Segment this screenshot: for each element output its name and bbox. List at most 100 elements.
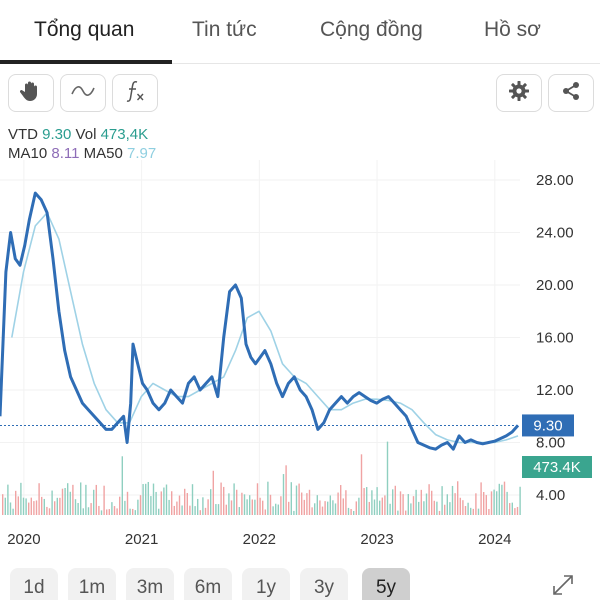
volume-bar: [82, 508, 84, 515]
volume-bar: [223, 486, 225, 515]
volume-bar: [347, 507, 350, 515]
volume-bar: [371, 490, 373, 515]
volume-bar: [212, 470, 214, 515]
tab-community[interactable]: Cộng đồng: [320, 18, 423, 41]
legend-ma50-value: 7.97: [126, 145, 157, 162]
share-button[interactable]: [548, 74, 594, 112]
price-tags: 9.30 473.4K: [522, 414, 592, 478]
volume-bar: [207, 499, 209, 515]
volume-bar: [150, 496, 152, 515]
volume-bar: [184, 488, 186, 515]
volume-bar: [477, 508, 480, 515]
volume-bar: [329, 495, 331, 515]
volume-bar: [277, 504, 279, 515]
volume-bar: [85, 484, 87, 515]
x-tick-label: 2022: [243, 531, 276, 548]
volume-bar: [319, 500, 321, 515]
x-tick-label: 2024: [478, 531, 511, 548]
volume-bar: [405, 510, 407, 515]
volume-bar: [298, 483, 300, 515]
volume-bar: [399, 491, 402, 515]
timeframe-1m[interactable]: 1m: [68, 568, 116, 600]
volume-bar: [470, 507, 472, 515]
timeframe-1y[interactable]: 1y: [242, 568, 290, 600]
volume-bar: [90, 503, 92, 515]
volume-bar: [431, 490, 433, 515]
x-tick-label: 2021: [125, 531, 158, 548]
volume-bar: [485, 495, 487, 515]
volume-bar: [225, 504, 227, 515]
tab-overview[interactable]: Tổng quan: [34, 18, 135, 41]
volume-bar: [454, 493, 456, 515]
volume-bar: [441, 486, 443, 515]
timeframe-3m[interactable]: 3m: [126, 568, 174, 600]
tab-profile[interactable]: Hồ sơ: [484, 18, 541, 41]
volume-bar: [254, 499, 256, 515]
volume-bar: [511, 502, 513, 515]
x-tick-label: 2020: [7, 531, 40, 548]
volume-bar: [163, 487, 165, 515]
volume-bar: [15, 490, 17, 515]
y-tick-label: 4.00: [536, 487, 565, 504]
volume-bar: [509, 503, 511, 515]
ma-legend: MA10 8.11 MA50 7.97: [8, 145, 156, 162]
volume-bar: [503, 481, 506, 515]
volume-bar: [353, 510, 355, 515]
volume-bar: [269, 494, 272, 515]
timeframe-3y[interactable]: 3y: [300, 568, 348, 600]
volume-bar: [4, 497, 6, 515]
volume-bar: [54, 501, 56, 515]
volume-bar: [386, 441, 389, 515]
volume-bar: [25, 498, 27, 515]
volume-bar: [103, 485, 105, 515]
x-axis-labels: 2020 2021 2022 2023 2024: [7, 531, 511, 548]
volume-bar: [129, 508, 131, 515]
volume-bar: [191, 484, 194, 515]
volume-bar: [35, 500, 38, 515]
volume-bar: [345, 490, 347, 515]
volume-bar: [467, 502, 469, 515]
volume-bar: [262, 500, 264, 515]
volume-bar: [472, 508, 474, 515]
volume-bar: [43, 498, 45, 515]
timeframe-1d[interactable]: 1d: [10, 568, 58, 600]
volume-bar: [61, 488, 64, 515]
function-button[interactable]: [112, 74, 158, 112]
volume-bar: [173, 505, 175, 515]
volume-bar: [425, 493, 428, 515]
active-tab-indicator: [0, 60, 172, 64]
volume-bar: [483, 492, 485, 515]
volume-bar: [457, 481, 459, 515]
volume-bar: [256, 483, 259, 515]
volume-bar: [69, 491, 71, 515]
fullscreen-button[interactable]: [548, 572, 584, 600]
timeframe-5y[interactable]: 5y: [362, 568, 410, 600]
legend-vol-label: Vol: [75, 126, 97, 143]
volume-bar: [165, 484, 168, 515]
chart-settings-button[interactable]: [496, 74, 542, 112]
x-tick-label: 2023: [360, 531, 393, 548]
indicator-line-button[interactable]: [60, 74, 106, 112]
volume-bar: [80, 482, 82, 515]
volume-bar: [134, 510, 136, 515]
volume-bar: [197, 498, 199, 515]
gear-icon: [507, 79, 531, 108]
volume-bar: [303, 499, 305, 515]
tab-news[interactable]: Tin tức: [192, 18, 257, 41]
volume-bar: [412, 496, 415, 515]
volume-bar: [145, 483, 147, 515]
volume-bar: [93, 489, 95, 515]
timeframe-6m[interactable]: 6m: [184, 568, 232, 600]
volume-bar: [171, 491, 173, 515]
legend-ma10-label: MA10: [8, 145, 48, 162]
volume-bar: [87, 507, 90, 515]
volume-bar: [311, 507, 313, 515]
volume-bar: [418, 501, 420, 515]
volume-bar: [126, 491, 129, 515]
volume-bar: [230, 500, 233, 515]
volume-bar: [316, 495, 318, 515]
draw-tool-button[interactable]: [8, 74, 54, 112]
volume-bar: [51, 490, 53, 515]
volume-bar: [158, 508, 160, 515]
